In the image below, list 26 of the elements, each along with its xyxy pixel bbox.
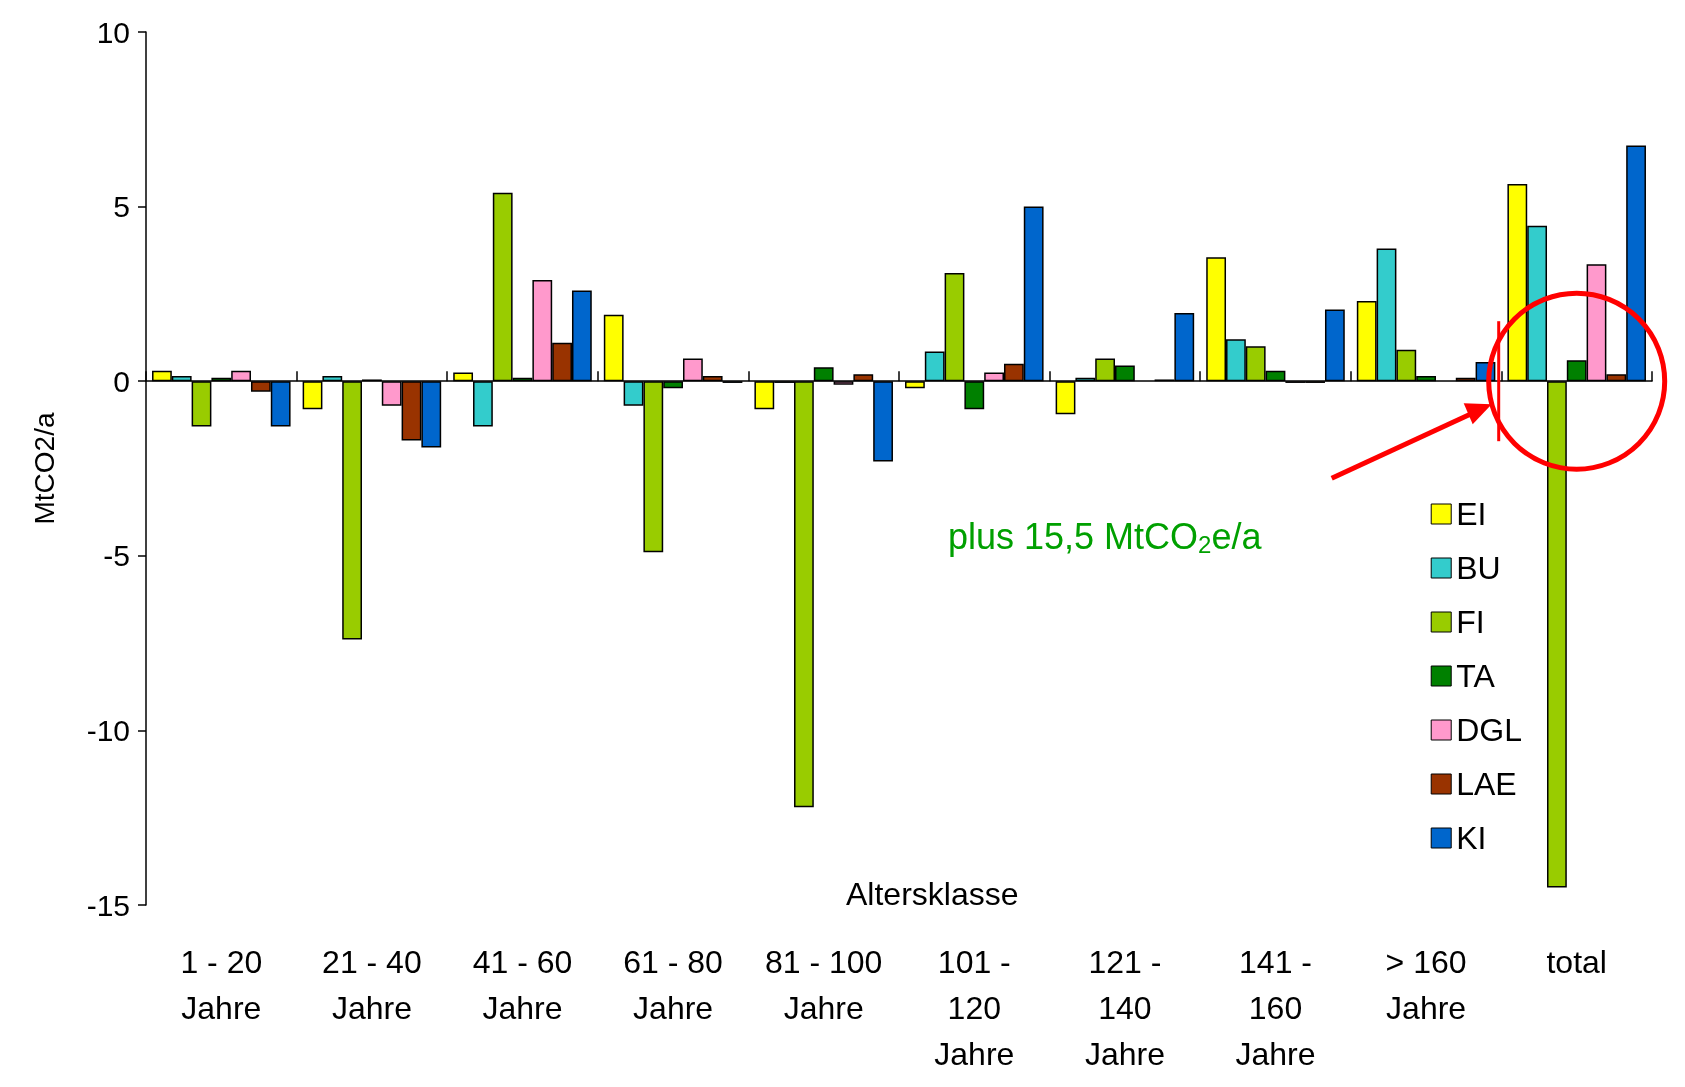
x-tick-label: 41 - 60 Jahre xyxy=(472,944,573,1026)
y-tick-label: -5 xyxy=(103,539,130,573)
legend-label: KI xyxy=(1456,820,1487,856)
legend-label: LAE xyxy=(1456,766,1517,802)
y-tick-label: -15 xyxy=(86,888,130,922)
x-tick-label: 101 - 120 Jahre xyxy=(934,944,1015,1072)
legend-label: EI xyxy=(1456,496,1487,532)
x-tick-label: 81 - 100 Jahre xyxy=(764,944,883,1026)
x-tick-label: 61 - 80 Jahre xyxy=(623,944,723,1026)
y-axis-title: MtCO2/a xyxy=(28,412,60,525)
x-tick-label: > 160 Jahre xyxy=(1385,944,1467,1026)
legend-label: FI xyxy=(1456,604,1485,640)
y-tick-label: 5 xyxy=(113,190,130,224)
x-tick-label: total xyxy=(1546,944,1607,980)
x-tick-label: 1 - 20 Jahre xyxy=(180,944,263,1026)
x-tick-label: 141 - 160 Jahre xyxy=(1235,944,1316,1072)
y-tick-label: 0 xyxy=(113,364,130,398)
x-axis-title: Altersklasse xyxy=(846,876,1019,912)
legend-label: DGL xyxy=(1456,712,1522,748)
legend-label: TA xyxy=(1456,658,1496,694)
x-tick-label: 121 - 140 Jahre xyxy=(1084,944,1165,1072)
y-tick-label: -10 xyxy=(86,713,130,747)
y-tick-label: 10 xyxy=(96,15,130,49)
x-tick-label: 21 - 40 Jahre xyxy=(322,944,422,1026)
legend-label: BU xyxy=(1456,550,1501,586)
annotation: plus 15,5 MtCO2e/a xyxy=(948,515,1263,558)
